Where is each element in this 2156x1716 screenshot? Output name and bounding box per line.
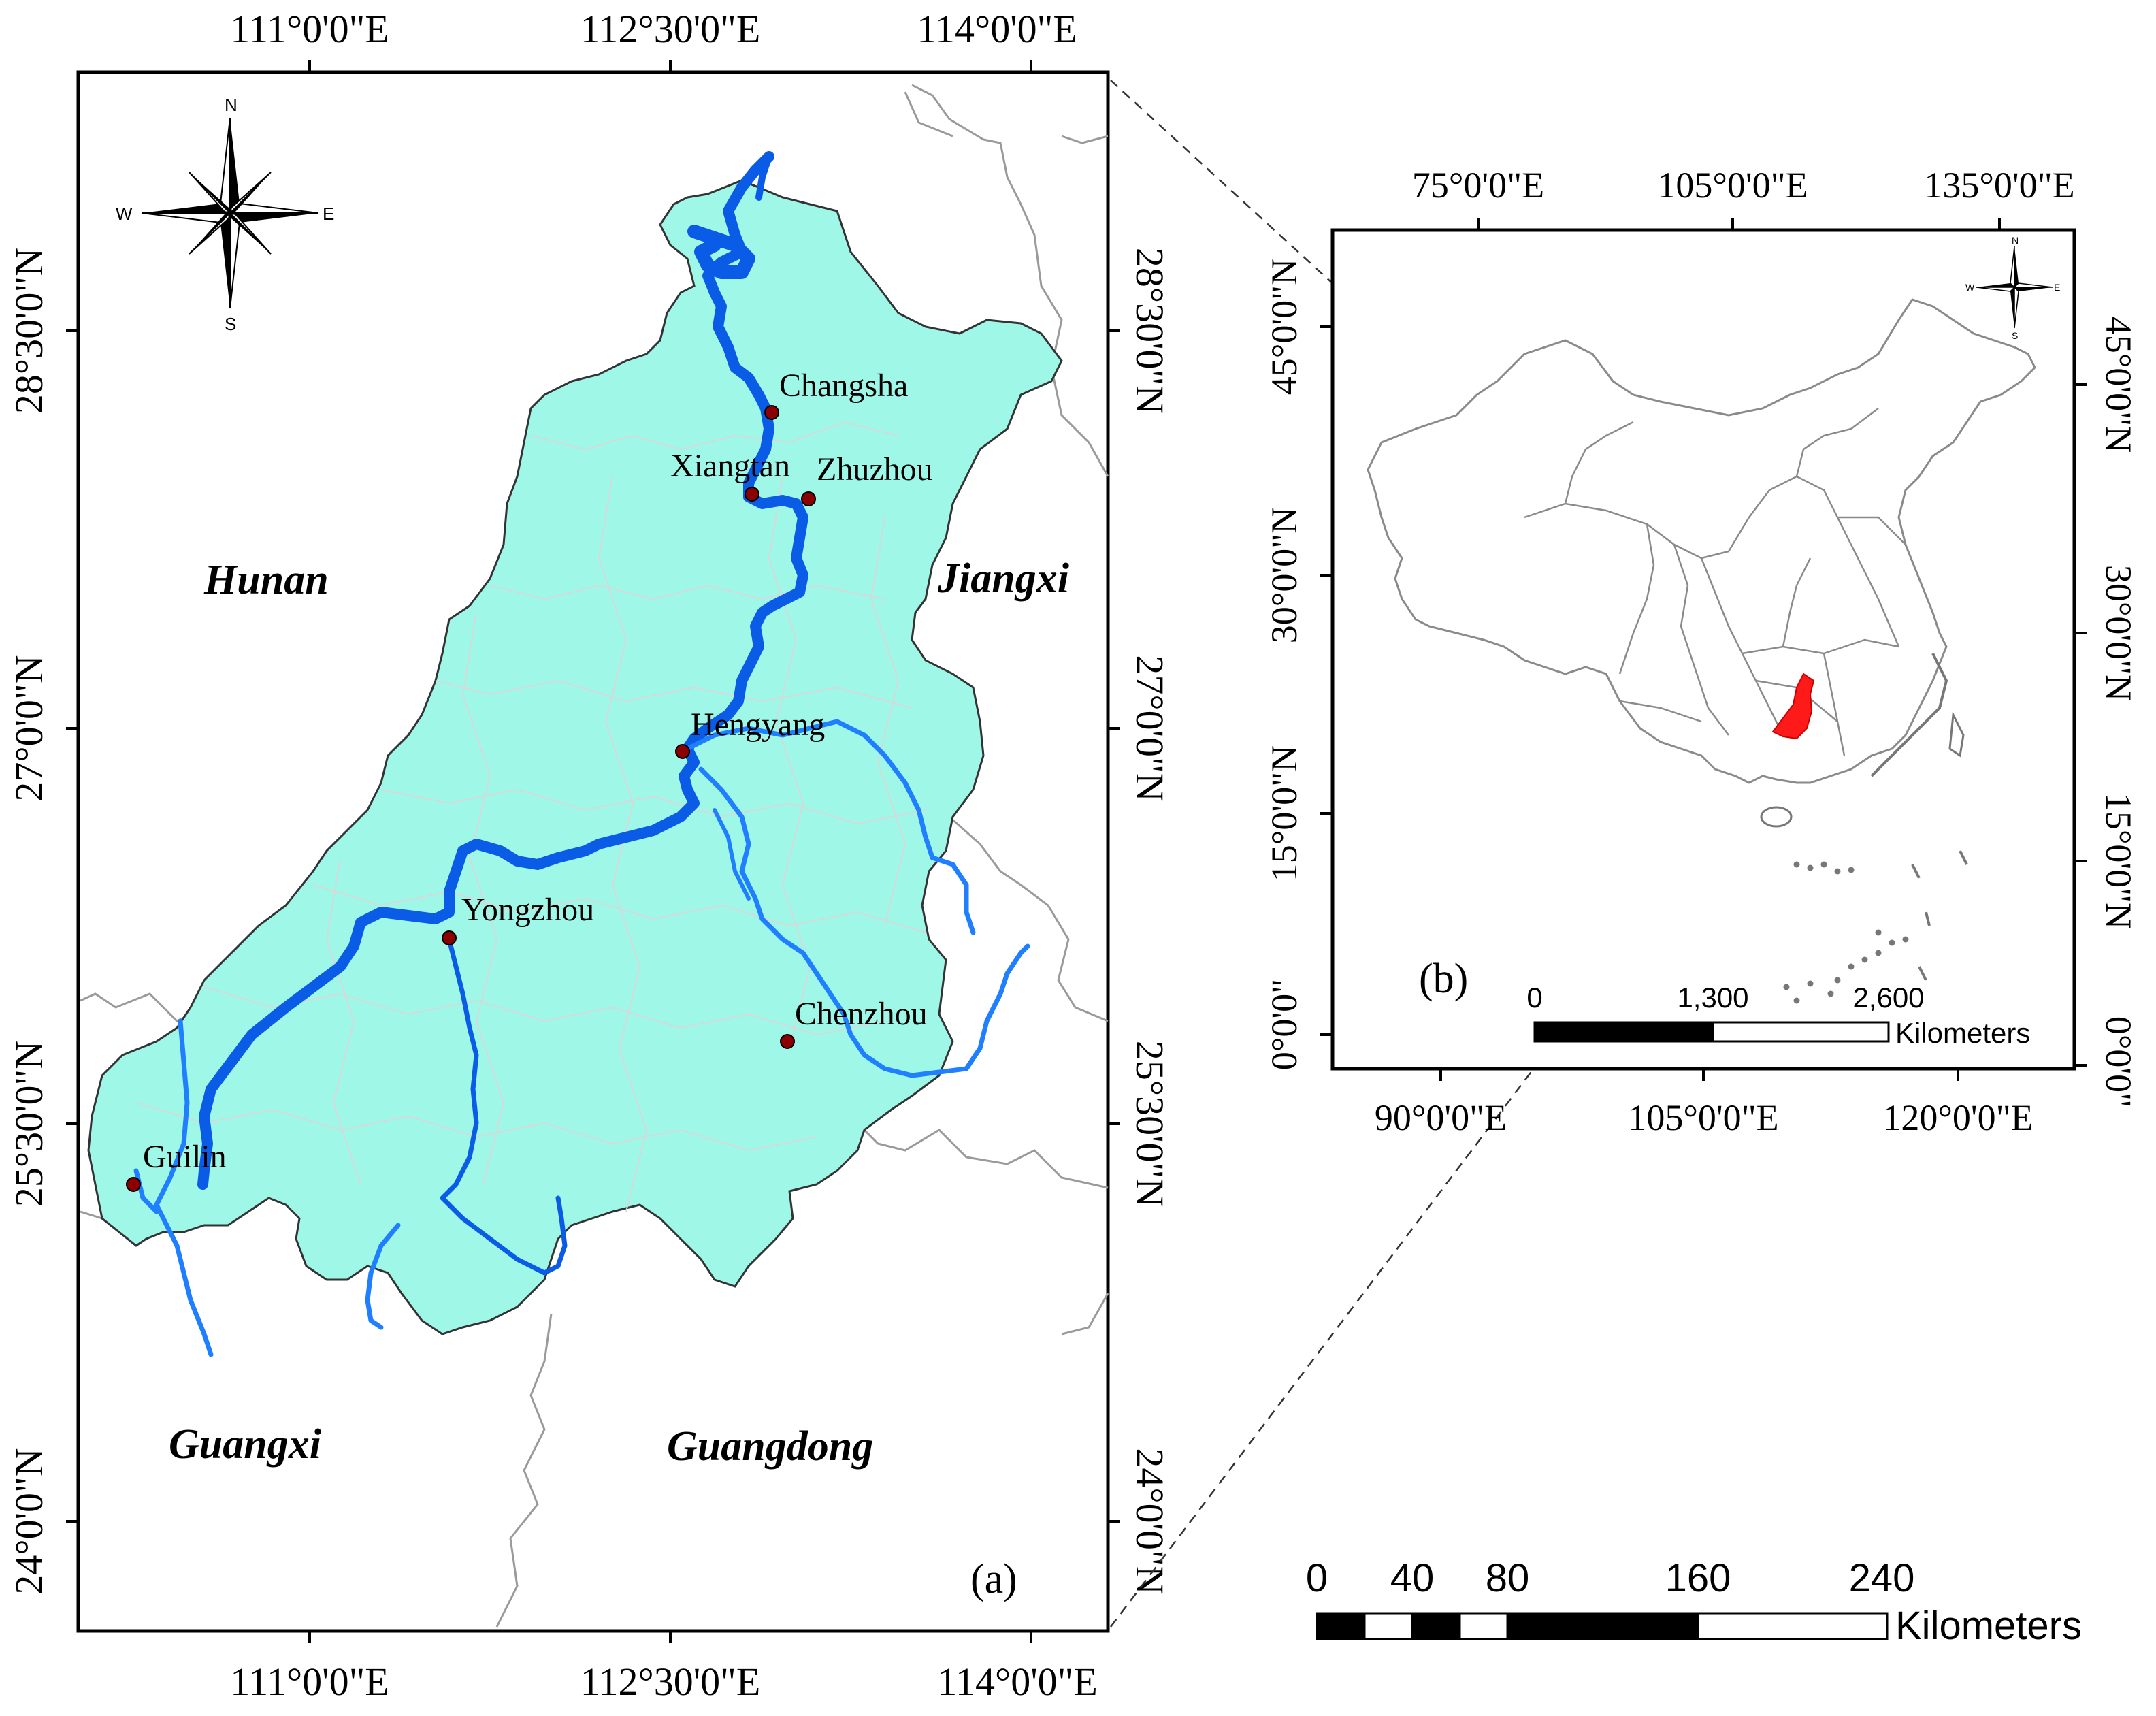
xiang-river-main [197,151,808,1190]
province-label-guangdong: Guangdong [667,1423,873,1470]
changsha-dot [764,405,779,420]
map-b-left-lat-1: 45°0'0"N [1264,259,1305,395]
map-b-left-lat-2: 30°0'0"N [1264,507,1305,643]
map-a-left-lat-1: 28°30'0"N [7,248,51,414]
map-a-right-lat-4: 24°0'0"N [1128,1448,1172,1594]
city-label-hengyang: Hengyang [691,707,825,743]
map-a-rivers [133,151,1030,1357]
map-a-top-lon-2: 112°30'0"E [581,7,761,51]
map-b-scale-bar: 0 1,300 2,600 Kilometers [1526,982,2030,1049]
map-b-scale-0: 0 [1526,982,1542,1014]
guilin-dot [126,1177,141,1192]
zhuzhou-dot [801,491,816,506]
map-a-left-lat-4: 24°0'0"N [7,1448,51,1594]
compass-b-s: S [2012,330,2018,341]
map-b-top-lon-2: 105°0'0"E [1657,165,1808,206]
map-b-right-lat-3: 15°0'0"N [2098,793,2139,929]
map-b-left-lat-3: 15°0'0"N [1264,745,1305,881]
map-a-bottom-lon-3: 114°0'0"E [937,1660,1098,1704]
city-label-yongzhou: Yongzhou [461,892,594,928]
map-b-bottom-lon-1: 90°0'0"E [1375,1097,1507,1138]
xiao-river [440,937,568,1276]
map-b-scale-unit: Kilometers [1895,1017,2030,1049]
map-a-right-lat-1: 28°30'0"N [1128,248,1172,414]
province-label-jiangxi: Jiangxi [937,555,1069,602]
lei-river [685,719,976,935]
yongzhou-dot [442,930,457,945]
map-a-city-labels: Changsha Xiangtan Zhuzhou Hengyang Yongz… [143,368,933,1175]
map-a-bottom-lon-1: 111°0'0"E [230,1660,389,1704]
map-a-panel-label: (a) [970,1556,1017,1602]
map-a-left-lat-2: 27°0'0"N [7,655,51,801]
china-outline [1367,298,2036,784]
map-b-right-lat-1: 45°0'0"N [2098,317,2139,453]
xiangtan-dot [745,487,760,502]
map-a: Changsha Xiangtan Zhuzhou Hengyang Yongz… [7,7,1172,1704]
compass-a-w: W [116,204,133,224]
compass-a-s: S [225,314,236,334]
compass-b-e: E [2054,282,2060,293]
map-b-scale-2600: 2,600 [1852,982,1924,1014]
city-label-changsha: Changsha [779,368,908,404]
map-b-bottom-lon-2: 105°0'0"E [1628,1097,1778,1138]
province-label-hunan: Hunan [203,557,329,603]
chenzhou-dot [780,1034,795,1049]
compass-a-e: E [323,204,334,224]
xiang-river-mouth [687,225,755,279]
hengyang-dot [675,744,690,759]
north-arrow-b-icon: N S E W [1965,235,2060,341]
map-b-panel-label: (b) [1419,956,1468,1002]
map-b-bottom-lon-3: 120°0'0"E [1882,1097,2033,1138]
map-a-top-ticks [66,60,1120,1643]
map-a-left-lat-3: 25°30'0"N [7,1041,51,1207]
map-b: (b) N S E W 0 1,300 2,600 Kilometers 75° [1264,165,2139,1138]
map-b-scale-1300: 1,300 [1677,982,1748,1014]
study-area-highlight [1771,673,1815,740]
city-label-xiangtan: Xiangtan [670,448,790,484]
map-b-right-lat-4: 0°0'0" [2098,1016,2139,1107]
map-b-top-lon-3: 135°0'0"E [1924,165,2074,206]
province-label-guangxi: Guangxi [169,1421,321,1468]
map-a-city-dots [126,405,816,1192]
map-a-top-lon-1: 111°0'0"E [230,7,389,51]
map-a-right-lat-2: 27°0'0"N [1128,655,1172,801]
compass-a-n: N [225,95,238,115]
map-a-bottom-lon-2: 112°30'0"E [581,1660,761,1704]
north-arrow-a-icon: N S E W [116,95,334,334]
map-b-top-lon-1: 75°0'0"E [1412,165,1544,206]
city-label-chenzhou: Chenzhou [795,996,928,1032]
map-b-left-lat-4: 0°0'0" [1264,979,1305,1070]
map-a-county-borders [135,421,926,1212]
city-label-zhuzhou: Zhuzhou [817,451,933,487]
south-china-sea-islands [1760,806,1968,1004]
compass-b-w: W [1965,282,1975,293]
scale-tick-160: 160 [1665,1556,1731,1600]
scale-tick-80: 80 [1486,1556,1530,1600]
map-b-right-lat-2: 30°0'0"N [2098,565,2139,701]
xiang-river-basin [87,179,1063,1335]
gui-river [154,1018,214,1357]
scale-unit: Kilometers [1895,1604,2082,1648]
compass-b-n: N [2012,235,2019,246]
map-a-right-lat-3: 25°30'0"N [1128,1041,1172,1207]
city-label-guilin: Guilin [143,1139,227,1175]
map-a-top-lon-3: 114°0'0"E [917,7,1077,51]
scale-tick-240: 240 [1849,1556,1915,1600]
map-a-scale-bar: 0 40 80 160 240 Kilometers [1306,1556,2082,1648]
scale-tick-0: 0 [1306,1556,1328,1600]
scale-tick-40: 40 [1390,1556,1435,1600]
